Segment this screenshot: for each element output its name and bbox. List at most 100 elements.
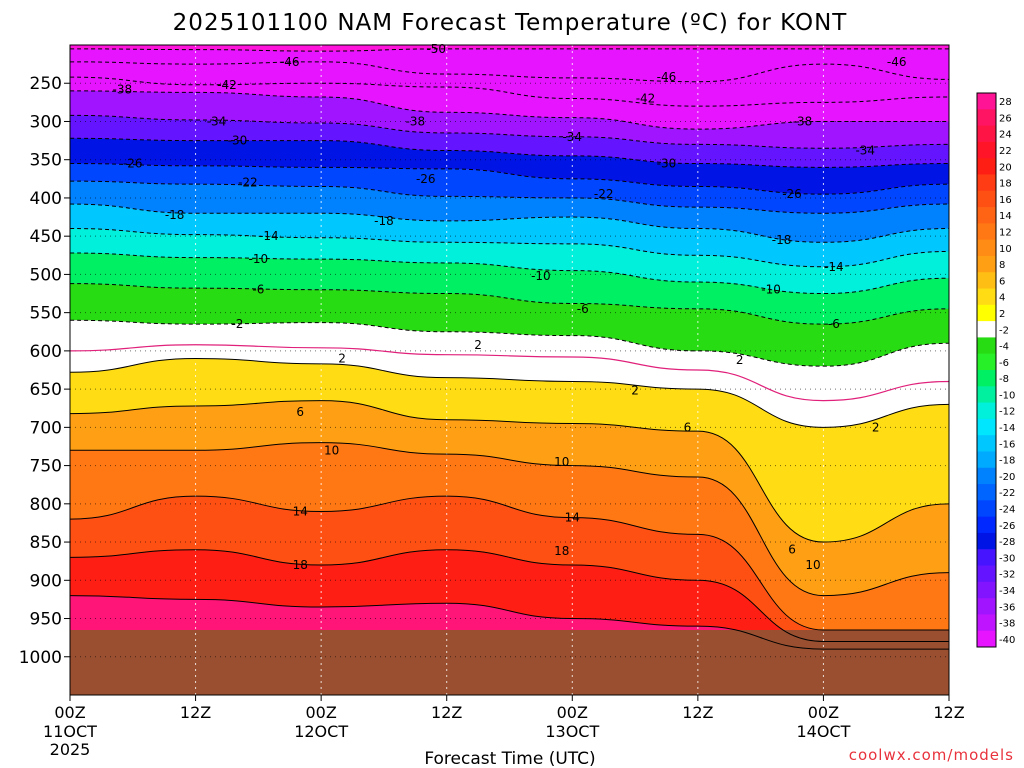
contour-label: -38 bbox=[406, 114, 426, 128]
y-tick-label: 250 bbox=[30, 74, 62, 94]
band-10-to-14 bbox=[70, 442, 949, 630]
colorbar-label: 12 bbox=[999, 228, 1012, 239]
y-tick-label: 1000 bbox=[19, 648, 62, 668]
x-tick-time: 12Z bbox=[180, 703, 211, 722]
colorbar-label: -22 bbox=[999, 488, 1015, 499]
colorbar-label: 20 bbox=[999, 162, 1012, 173]
y-tick-label: 300 bbox=[30, 112, 62, 132]
x-tick-time: 12Z bbox=[933, 703, 964, 722]
contour-label: 10 bbox=[324, 443, 339, 457]
colorbar-label: -30 bbox=[999, 553, 1015, 564]
x-tick-date: 14OCT bbox=[796, 722, 850, 741]
colorbar-swatch bbox=[977, 141, 996, 159]
colorbar-swatch bbox=[977, 516, 996, 534]
band--30-to--26 bbox=[70, 138, 949, 195]
x-axis-label: Forecast Time (UTC) bbox=[424, 749, 595, 768]
contour-label: 2 bbox=[872, 420, 880, 434]
contour-label: -46 bbox=[280, 55, 300, 69]
contour-label: -46 bbox=[887, 55, 907, 69]
colorbar: 28 26 24 22 20 18 16 14 12 10 8 6 4 2 -2 -4 -6 -8 -10 -12 -1… bbox=[976, 92, 1015, 648]
colorbar-swatch bbox=[977, 370, 996, 387]
isotherm-0 bbox=[70, 344, 949, 402]
contour-label: 6 bbox=[788, 543, 796, 557]
contour-label: -2 bbox=[231, 317, 243, 331]
contour-label: -42 bbox=[636, 92, 656, 106]
colorbar-label: 22 bbox=[999, 146, 1012, 157]
contour-label: -26 bbox=[416, 172, 436, 186]
contour-label: -50 bbox=[426, 42, 446, 56]
colorbar-swatch bbox=[977, 321, 996, 338]
y-tick-label: 650 bbox=[30, 380, 62, 400]
colorbar-swatch bbox=[977, 158, 996, 175]
band--46-to--42 bbox=[70, 61, 949, 107]
colorbar-swatch bbox=[977, 93, 996, 110]
isotherm-labels: -50-46-46-46-42-42-38-38 -38-34-34-34-30-… bbox=[113, 42, 907, 572]
colorbar-swatch bbox=[977, 630, 996, 648]
colorbar-label: -12 bbox=[999, 407, 1015, 418]
colorbar-swatch bbox=[977, 467, 996, 485]
isotherm--10 bbox=[70, 252, 949, 295]
colorbar-label: -18 bbox=[999, 456, 1015, 467]
y-tick-label: 750 bbox=[30, 457, 62, 477]
colorbar-swatch bbox=[977, 337, 996, 355]
contour-label: 10 bbox=[805, 558, 820, 572]
isotherm--42 bbox=[70, 76, 949, 107]
colorbar-swatch bbox=[977, 272, 996, 290]
colorbar-swatch bbox=[977, 581, 996, 599]
colorbar-swatch bbox=[977, 532, 996, 550]
y-tick-label: 350 bbox=[30, 151, 62, 171]
band-2-to-6 bbox=[70, 358, 949, 543]
colorbar-label: -24 bbox=[999, 505, 1015, 516]
colorbar-label: -2 bbox=[999, 325, 1009, 336]
x-tick-date: 11OCT bbox=[43, 722, 97, 741]
contour-label: 10 bbox=[554, 455, 569, 469]
colorbar-label: -26 bbox=[999, 521, 1015, 532]
x-tick-time: 00Z bbox=[305, 703, 336, 722]
contour-label: 18 bbox=[293, 558, 308, 572]
colorbar-swatch bbox=[977, 223, 996, 241]
contour-label: -10 bbox=[761, 283, 781, 297]
colorbar-label: 16 bbox=[999, 195, 1012, 206]
isotherm--18 bbox=[70, 203, 949, 243]
colorbar-swatch bbox=[977, 304, 996, 322]
colorbar-swatch bbox=[977, 109, 996, 127]
contour-label: -14 bbox=[824, 260, 844, 274]
contour-label: -38 bbox=[793, 114, 813, 128]
contour-label: -26 bbox=[782, 187, 802, 201]
x-tick-date: 13OCT bbox=[545, 722, 599, 741]
band--42-to--38 bbox=[70, 77, 949, 130]
colorbar-swatch bbox=[977, 207, 996, 224]
y-tick-label: 700 bbox=[30, 418, 62, 438]
colorbar-swatch bbox=[977, 190, 996, 208]
colorbar-swatch bbox=[977, 565, 996, 583]
band-6-to-10 bbox=[70, 400, 949, 596]
contour-label: 14 bbox=[293, 504, 308, 518]
colorbar-label: -40 bbox=[999, 635, 1015, 646]
x-tick-time: 12Z bbox=[431, 703, 462, 722]
isotherm--30 bbox=[70, 137, 949, 168]
colorbar-label: 4 bbox=[999, 293, 1005, 304]
colorbar-swatch bbox=[977, 435, 996, 452]
y-tick-label: 800 bbox=[30, 495, 62, 515]
isotherm-6 bbox=[70, 400, 949, 543]
colorbar-label: 6 bbox=[999, 276, 1005, 287]
contour-label: -10 bbox=[249, 252, 269, 266]
colorbar-label: 2 bbox=[999, 309, 1005, 320]
isotherm--46 bbox=[70, 61, 949, 83]
credit-text: coolwx.com/models bbox=[849, 746, 1014, 764]
y-tick-label: 950 bbox=[30, 610, 62, 630]
contour-label: -30 bbox=[657, 157, 677, 171]
contour-label: 14 bbox=[565, 511, 580, 525]
contour-label: -34 bbox=[855, 144, 875, 158]
colorbar-label: -8 bbox=[999, 374, 1009, 385]
pressure-axis: 250 300 350 400 450 500 550 600 650 700 750 800 850 9… bbox=[19, 74, 70, 668]
temperature-fill-bands bbox=[70, 45, 949, 695]
band-18-to-22 bbox=[70, 549, 949, 650]
isotherm--34 bbox=[70, 114, 949, 149]
colorbar-label: -38 bbox=[999, 619, 1015, 630]
contour-label: -18 bbox=[772, 233, 792, 247]
contour-label: -6 bbox=[828, 317, 840, 331]
